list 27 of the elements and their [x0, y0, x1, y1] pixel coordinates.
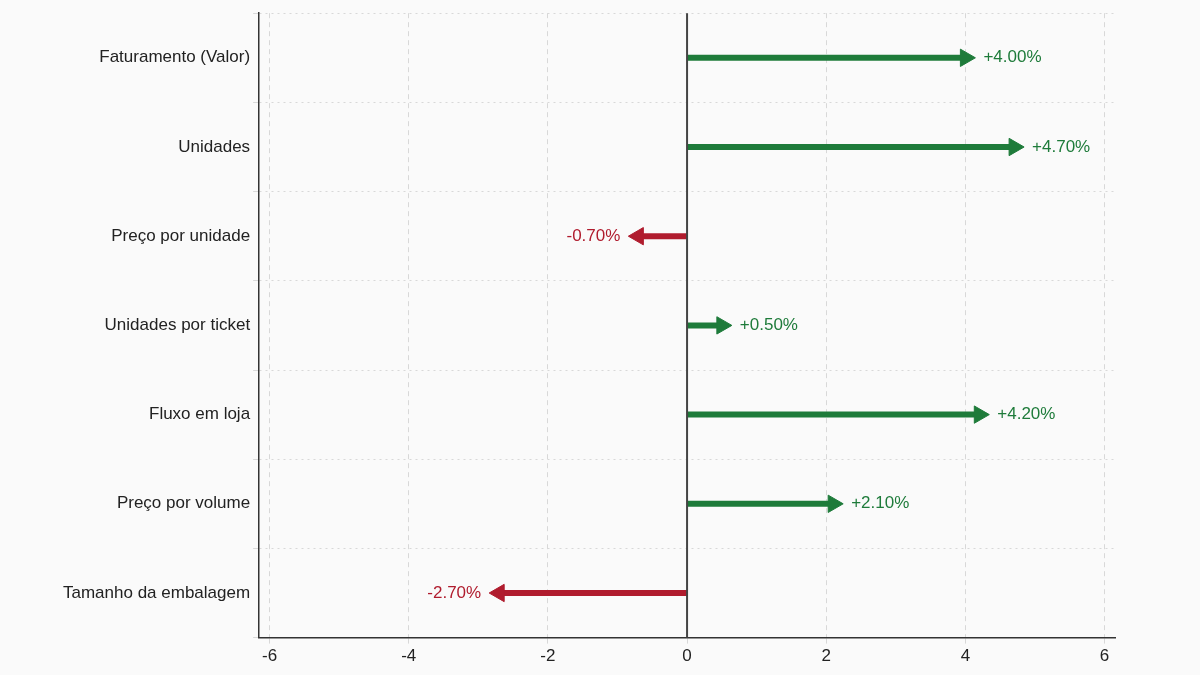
- data-label: +4.70%: [1032, 136, 1091, 156]
- y-tick-label: Preço por unidade: [111, 225, 251, 245]
- x-tick-label: 6: [1099, 646, 1110, 666]
- data-label: +0.50%: [739, 315, 798, 335]
- y-tick-label: Faturamento (Valor): [99, 47, 251, 67]
- point: [827, 494, 844, 513]
- point: [627, 227, 644, 246]
- x-tick-label: -4: [401, 646, 417, 666]
- y-tick-label: Fluxo em loja: [149, 404, 251, 424]
- data-label: -0.70%: [566, 225, 621, 245]
- y-tick-label: Unidades por ticket: [104, 315, 251, 335]
- x-tick-label: 2: [821, 646, 831, 666]
- point: [488, 583, 505, 603]
- x-tick-label: 4: [960, 646, 971, 666]
- x-tick-label: 0: [682, 646, 692, 666]
- data-label: +2.10%: [851, 493, 910, 513]
- data-label: +4.00%: [983, 47, 1042, 67]
- data-label: +4.20%: [997, 404, 1056, 424]
- point: [959, 48, 976, 67]
- point: [1008, 137, 1025, 157]
- data-label: -2.70%: [427, 582, 482, 602]
- y-tick-label: Unidades: [178, 136, 251, 156]
- y-tick-label: Preço por volume: [116, 493, 251, 513]
- x-tick-label: -2: [540, 646, 556, 666]
- x-tick-label: -6: [261, 646, 278, 666]
- y-tick-label: Tamanho da embalagem: [62, 582, 251, 602]
- point: [973, 405, 990, 424]
